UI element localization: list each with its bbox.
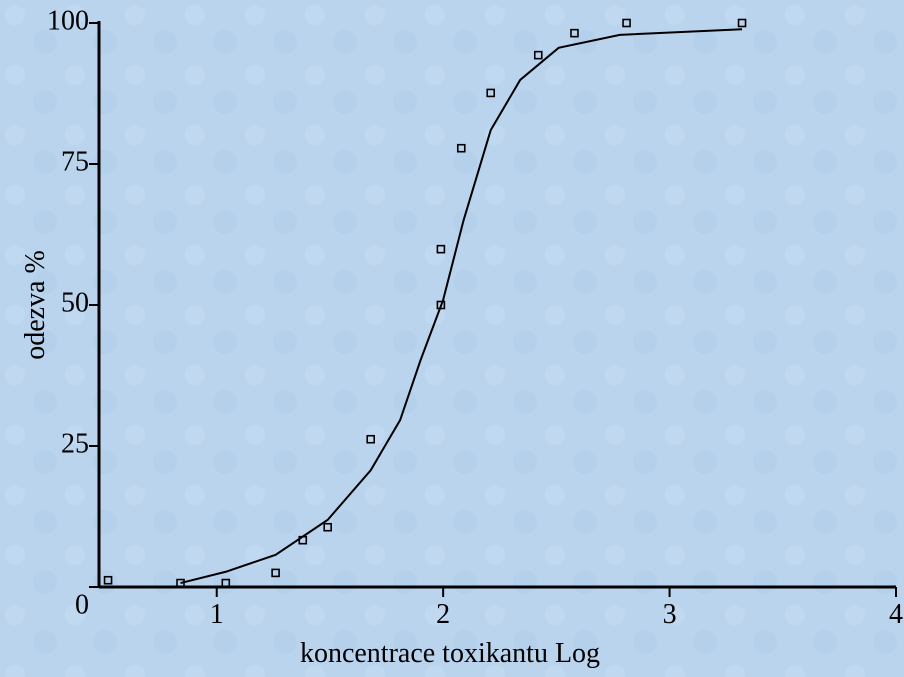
y-tick-label: 75 [61, 146, 89, 177]
data-point [456, 143, 466, 153]
y-tick-label: 25 [61, 428, 89, 459]
y-axis-label: odezva % [20, 250, 51, 360]
y-tick-label: 0 [75, 589, 89, 620]
data-point [221, 578, 231, 588]
fit-curve [180, 28, 743, 585]
data-point [486, 88, 496, 98]
data-point [622, 18, 631, 28]
data-point [103, 575, 113, 585]
x-tick-label: 3 [663, 599, 677, 630]
data-point [570, 28, 579, 38]
data-point [366, 434, 376, 444]
x-tick-label: 1 [210, 599, 224, 630]
data-point [533, 50, 543, 60]
data-point [323, 522, 332, 532]
data-point [271, 568, 280, 578]
x-axis-label: koncentrace toxikantu Log [300, 638, 600, 669]
data-point [737, 18, 747, 28]
x-tick-label: 4 [889, 599, 903, 630]
y-tick-label: 50 [61, 287, 89, 318]
x-tick-label: 2 [436, 599, 450, 630]
y-tick-label: 100 [47, 5, 89, 36]
data-point [436, 244, 446, 254]
